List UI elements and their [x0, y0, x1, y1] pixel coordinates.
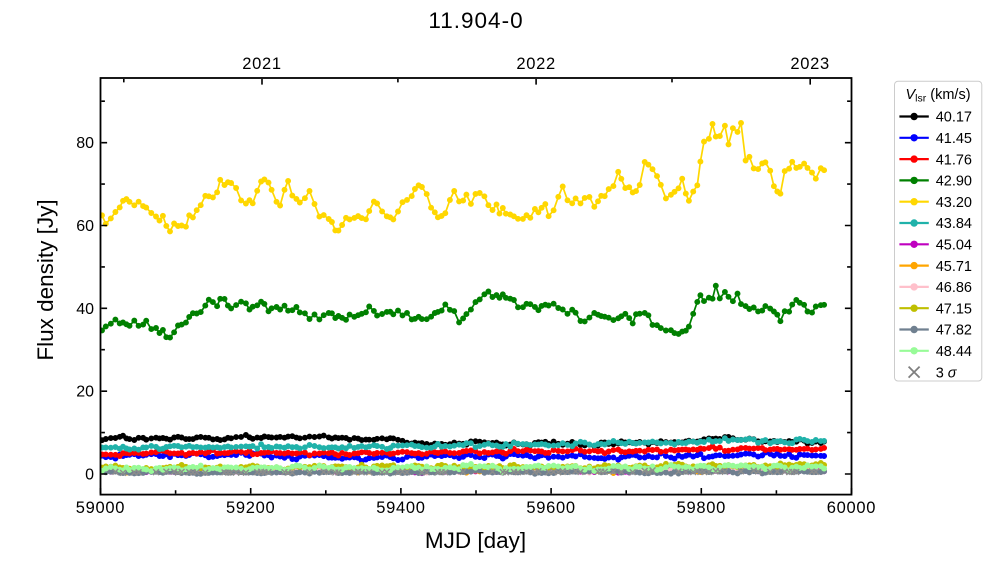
- svg-text:20: 20: [76, 384, 94, 401]
- svg-text:80: 80: [76, 135, 94, 152]
- svg-text:48.44: 48.44: [936, 344, 972, 360]
- svg-text:45.04: 45.04: [936, 238, 972, 254]
- svg-text:2021: 2021: [242, 55, 282, 73]
- svg-text:3 σ: 3 σ: [936, 365, 958, 381]
- svg-text:59200: 59200: [226, 499, 275, 517]
- svg-text:60: 60: [76, 218, 94, 235]
- svg-text:59000: 59000: [76, 499, 125, 517]
- svg-text:60000: 60000: [827, 499, 876, 517]
- svg-text:59400: 59400: [376, 499, 425, 517]
- svg-text:2023: 2023: [790, 55, 830, 73]
- svg-text:MJD [day]: MJD [day]: [425, 528, 526, 553]
- svg-text:41.45: 41.45: [936, 131, 972, 147]
- svg-text:43.20: 43.20: [936, 195, 972, 211]
- svg-text:Vlsr (km/s): Vlsr (km/s): [905, 87, 970, 105]
- svg-text:47.82: 47.82: [936, 323, 972, 339]
- svg-text:41.76: 41.76: [936, 152, 972, 168]
- svg-text:59600: 59600: [526, 499, 575, 517]
- svg-text:2022: 2022: [516, 55, 556, 73]
- svg-text:0: 0: [85, 467, 94, 484]
- svg-text:40.17: 40.17: [936, 110, 972, 126]
- svg-text:45.71: 45.71: [936, 259, 972, 275]
- svg-text:46.86: 46.86: [936, 280, 972, 296]
- svg-text:42.90: 42.90: [936, 174, 972, 190]
- svg-text:40: 40: [76, 301, 94, 318]
- svg-text:Flux density [Jy]: Flux density [Jy]: [33, 199, 58, 360]
- svg-text:59800: 59800: [677, 499, 726, 517]
- svg-text:43.84: 43.84: [936, 216, 972, 232]
- svg-text:47.15: 47.15: [936, 301, 972, 317]
- svg-text:11.904-0: 11.904-0: [428, 8, 523, 33]
